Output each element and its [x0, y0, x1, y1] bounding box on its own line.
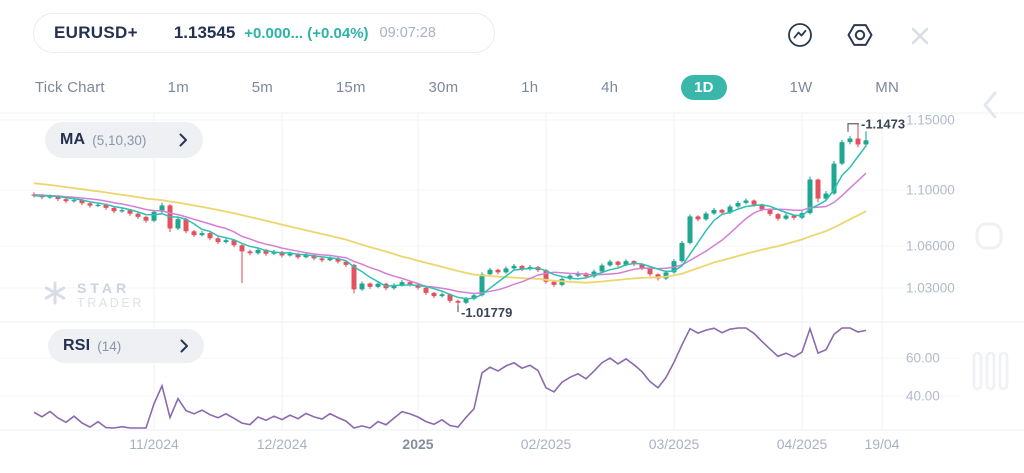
- tab-mn[interactable]: MN: [875, 78, 899, 96]
- rsi-axis-label: 40.00: [906, 389, 940, 404]
- ma10-line: [33, 172, 867, 295]
- time-axis-label: 19/04: [864, 436, 899, 452]
- rsi-line: [33, 326, 867, 429]
- time-axis-label: 12/2024: [257, 436, 308, 452]
- time-axis-label: 04/2025: [777, 436, 828, 452]
- symbol-name: EURUSD+: [54, 23, 138, 42]
- ma-params: (5,10,30): [92, 132, 147, 148]
- time-axis-label: 11/2024: [129, 436, 179, 452]
- chevron-right-icon: [180, 339, 189, 353]
- price-change: +0.000... (+0.04%): [244, 24, 369, 42]
- tab-tick-chart[interactable]: Tick Chart: [35, 78, 105, 96]
- rounded-square-icon[interactable]: [974, 221, 1004, 254]
- price-axis-label: 1.10000: [906, 183, 955, 198]
- ma-indicator-button[interactable]: MA (5,10,30): [45, 122, 203, 158]
- high-price-annotation: -1.1473: [861, 116, 905, 131]
- triple-bars-handle-icon[interactable]: [970, 350, 1012, 395]
- moving-averages-layer: [33, 145, 867, 300]
- timeframe-tabs: Tick Chart 1m 5m 15m 30m 1h 4h 1D 1W MN: [35, 72, 899, 102]
- price-axis-label: 1.03000: [906, 281, 955, 296]
- last-price: 1.13545: [173, 23, 236, 42]
- settings-hexagon-icon[interactable]: [846, 21, 874, 49]
- tab-4h[interactable]: 4h: [601, 78, 619, 96]
- rsi-line-layer: [33, 326, 867, 429]
- price-axis-label: 1.06000: [906, 239, 955, 254]
- server-time: 09:07:28: [379, 25, 436, 41]
- rsi-axis-label: 60.00: [906, 351, 940, 366]
- axis-labels: 1.15000 1.10000 1.06000 1.03000 60.00 40.00 11…: [129, 113, 955, 453]
- tab-30m[interactable]: 30m: [428, 78, 459, 96]
- rsi-indicator-button[interactable]: RSI (14): [48, 329, 204, 363]
- tab-5m[interactable]: 5m: [251, 78, 274, 96]
- trend-pulse-icon[interactable]: [786, 21, 814, 49]
- symbol-info-pill[interactable]: EURUSD+ 1.13545 +0.000... (+0.04%) 09:07…: [33, 13, 495, 53]
- rsi-label: RSI: [63, 337, 91, 354]
- tab-1h[interactable]: 1h: [521, 78, 539, 96]
- time-axis-label: 2025: [402, 436, 433, 452]
- price-axis-label: 1.15000: [906, 113, 955, 128]
- panel-collapse-chevron-icon[interactable]: [980, 90, 1000, 123]
- tab-1w[interactable]: 1W: [789, 78, 813, 96]
- low-price-annotation: -1.01779: [461, 305, 512, 320]
- ma30-line: [33, 182, 867, 284]
- ma5-line: [33, 145, 867, 300]
- time-axis-label: 02/2025: [521, 436, 572, 452]
- ma-label: MA: [60, 131, 86, 148]
- rsi-params: (14): [97, 338, 122, 354]
- tab-15m[interactable]: 15m: [335, 78, 366, 96]
- price-annotations: -1.1473 -1.01779: [457, 116, 905, 320]
- tab-1m[interactable]: 1m: [167, 78, 189, 96]
- close-icon[interactable]: [906, 23, 934, 51]
- tab-1d[interactable]: 1D: [681, 74, 727, 100]
- time-axis-label: 03/2025: [649, 436, 700, 452]
- chevron-right-icon: [179, 133, 188, 147]
